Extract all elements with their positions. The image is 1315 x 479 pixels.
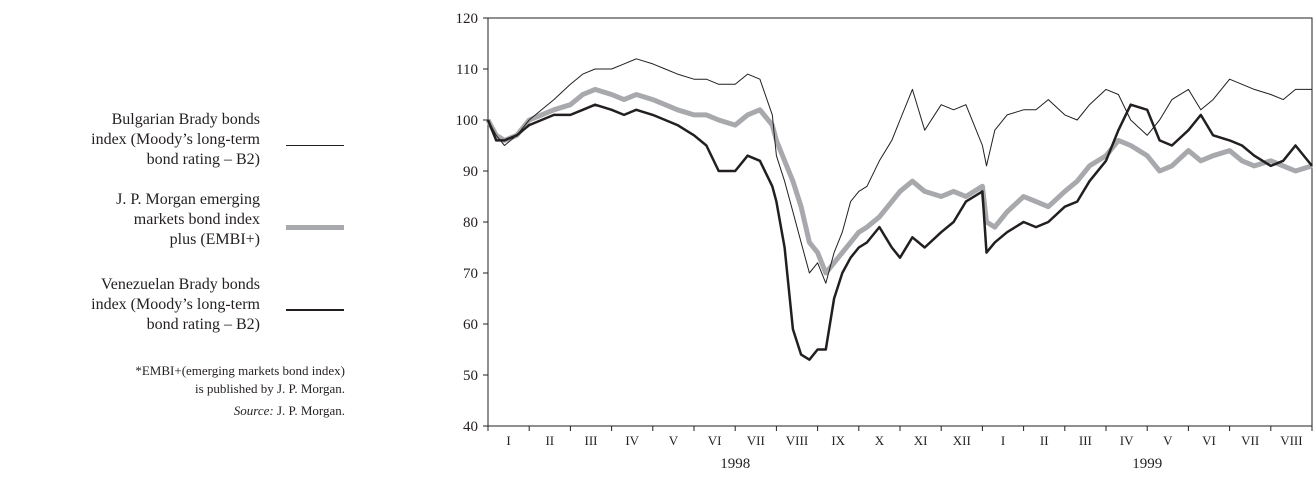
y-tick-label: 80	[463, 215, 478, 231]
plot-frame	[487, 17, 1313, 427]
x-year-label: 1999	[1132, 456, 1162, 472]
x-month-label: II	[545, 433, 554, 448]
x-month-label: V	[669, 433, 679, 448]
x-month-label: IX	[831, 433, 845, 448]
series-line	[485, 86, 1313, 276]
y-tick-label: 60	[463, 317, 478, 333]
x-month-label: V	[1163, 433, 1173, 448]
legend-swatch-embi	[286, 225, 344, 230]
x-month-label: XII	[953, 433, 971, 448]
x-month-label: IV	[625, 433, 639, 448]
x-month-label: X	[875, 433, 885, 448]
y-tick-label: 50	[463, 368, 478, 384]
x-month-label: VII	[1241, 433, 1259, 448]
legend-label-venezuelan: Venezuelan Brady bonds index (Moody’s lo…	[91, 276, 260, 333]
series-line	[486, 103, 1313, 361]
x-month-label: VI	[708, 433, 722, 448]
x-month-label: II	[1040, 433, 1049, 448]
y-tick-label: 90	[463, 164, 478, 180]
x-month-label: VIII	[786, 433, 808, 448]
source-note: Source: J. P. Morgan.	[234, 402, 345, 420]
y-tick-label: 70	[463, 266, 478, 282]
y-tick-label: 110	[456, 62, 478, 78]
x-year-label: 1998	[720, 456, 750, 472]
legend-swatch-bulgarian	[286, 145, 344, 146]
x-month-label: I	[506, 433, 510, 448]
x-month-label: VI	[1202, 433, 1216, 448]
legend-label-bulgarian: Bulgarian Brady bonds index (Moody’s lon…	[91, 111, 260, 168]
x-month-label: IV	[1120, 433, 1134, 448]
source-prefix: Source:	[233, 403, 274, 418]
footnote: *EMBI+(emerging markets bond index) is p…	[135, 363, 345, 396]
y-tick-label: 40	[463, 419, 478, 435]
legend-swatch-venezuelan	[286, 309, 344, 311]
x-month-label: VII	[747, 433, 765, 448]
legend-label-embi: J. P. Morgan emerging markets bond index…	[116, 191, 260, 248]
x-month-label: III	[1079, 433, 1092, 448]
x-month-label: I	[1001, 433, 1005, 448]
source-text: J. P. Morgan.	[273, 403, 345, 418]
y-tick-label: 100	[456, 113, 479, 129]
x-month-label: III	[585, 433, 598, 448]
x-month-label: XI	[914, 433, 928, 448]
y-tick-label: 120	[456, 11, 479, 27]
x-month-label: VIII	[1280, 433, 1302, 448]
series-line	[487, 58, 1312, 284]
